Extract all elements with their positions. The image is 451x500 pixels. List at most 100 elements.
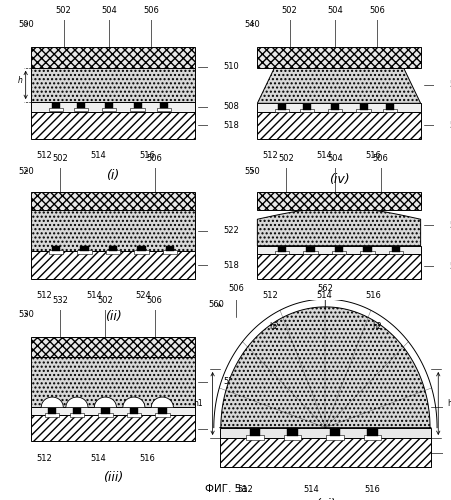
- Bar: [106, 250, 120, 254]
- Bar: [80, 246, 88, 251]
- Bar: [274, 109, 289, 112]
- Bar: [274, 251, 289, 254]
- Bar: [102, 108, 116, 112]
- Bar: [45, 412, 60, 416]
- Bar: [249, 428, 259, 436]
- Polygon shape: [219, 307, 430, 428]
- Text: (v): (v): [330, 310, 347, 323]
- Bar: [359, 104, 367, 110]
- Bar: [77, 250, 92, 254]
- Text: 532: 532: [52, 296, 68, 304]
- Text: 542: 542: [448, 80, 451, 90]
- Bar: [283, 435, 301, 440]
- Bar: [329, 428, 339, 436]
- Text: 560: 560: [207, 300, 223, 309]
- Bar: [331, 251, 345, 254]
- Bar: [325, 435, 343, 440]
- Text: 502: 502: [277, 154, 293, 163]
- Text: (vi): (vi): [314, 498, 335, 500]
- Bar: [303, 251, 317, 254]
- Bar: [49, 108, 63, 112]
- Text: 530: 530: [18, 310, 34, 319]
- Text: 552: 552: [448, 220, 451, 230]
- Text: 510: 510: [223, 62, 238, 71]
- Bar: [109, 246, 117, 251]
- Bar: [98, 412, 112, 416]
- Bar: [160, 103, 168, 108]
- Bar: [306, 246, 314, 252]
- Text: (i): (i): [106, 170, 120, 182]
- Bar: [334, 246, 342, 252]
- Bar: [134, 250, 148, 254]
- Text: 514: 514: [315, 151, 331, 160]
- Text: (iv): (iv): [328, 173, 349, 186]
- Text: 502: 502: [281, 6, 297, 15]
- Polygon shape: [257, 208, 420, 246]
- Bar: [156, 108, 171, 112]
- Bar: [31, 112, 194, 139]
- Polygon shape: [123, 397, 145, 407]
- Text: 518: 518: [448, 262, 451, 271]
- Bar: [137, 246, 145, 251]
- Text: 514: 514: [86, 290, 101, 300]
- Bar: [73, 408, 81, 414]
- Text: h1: h1: [193, 399, 203, 408]
- Text: 522: 522: [223, 226, 238, 235]
- Text: 506: 506: [147, 154, 162, 163]
- Bar: [257, 112, 420, 139]
- Polygon shape: [94, 397, 116, 407]
- Text: 520: 520: [18, 168, 34, 176]
- Bar: [359, 251, 374, 254]
- Bar: [330, 104, 339, 110]
- Bar: [257, 192, 420, 210]
- Bar: [363, 246, 371, 252]
- Bar: [356, 109, 370, 112]
- Bar: [257, 104, 420, 112]
- Text: h2: h2: [372, 322, 381, 331]
- Bar: [76, 103, 85, 108]
- Bar: [257, 246, 420, 254]
- Bar: [133, 103, 142, 108]
- Text: h1: h1: [446, 399, 451, 408]
- Bar: [129, 408, 138, 414]
- Text: (ii): (ii): [104, 310, 121, 323]
- Text: 514: 514: [315, 290, 331, 300]
- Text: h2: h2: [268, 322, 278, 331]
- Text: 518: 518: [223, 121, 239, 130]
- Text: 524: 524: [135, 290, 151, 300]
- Text: 512: 512: [37, 454, 52, 464]
- Text: 506: 506: [368, 6, 384, 15]
- Text: 516: 516: [364, 151, 380, 160]
- Text: 514: 514: [90, 151, 106, 160]
- Bar: [69, 412, 84, 416]
- Bar: [367, 428, 377, 436]
- Bar: [158, 408, 166, 414]
- Bar: [257, 254, 420, 279]
- Text: 502: 502: [52, 154, 68, 163]
- Text: 506: 506: [372, 154, 388, 163]
- Text: ФИГ. 5a: ФИГ. 5a: [204, 484, 247, 494]
- Bar: [31, 102, 194, 112]
- Bar: [391, 246, 399, 252]
- Bar: [31, 192, 194, 210]
- Bar: [277, 104, 285, 110]
- Bar: [49, 250, 63, 254]
- Text: 502: 502: [97, 296, 113, 304]
- Text: 506: 506: [147, 296, 162, 304]
- Text: 506: 506: [143, 6, 159, 15]
- Text: 516: 516: [139, 454, 155, 464]
- Bar: [31, 252, 194, 279]
- Text: 540: 540: [244, 20, 259, 29]
- Bar: [166, 246, 174, 251]
- Bar: [277, 246, 285, 252]
- Bar: [388, 251, 402, 254]
- Bar: [74, 108, 88, 112]
- Bar: [31, 47, 194, 68]
- Bar: [31, 210, 194, 252]
- Bar: [155, 412, 169, 416]
- Polygon shape: [257, 68, 420, 104]
- Text: 500: 500: [18, 20, 34, 29]
- Text: 522: 522: [223, 377, 238, 386]
- Text: 550: 550: [244, 168, 259, 176]
- Bar: [130, 108, 145, 112]
